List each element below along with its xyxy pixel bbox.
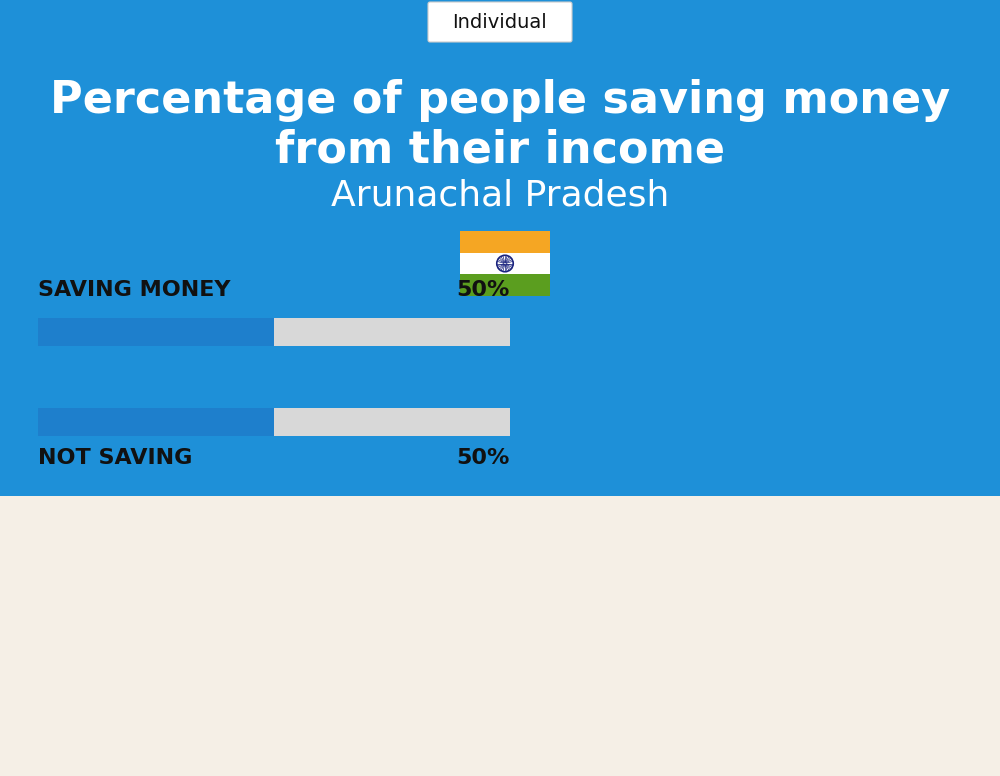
Text: 50%: 50% bbox=[457, 280, 510, 300]
Bar bbox=[460, 231, 550, 253]
Bar bbox=[0, 0, 1000, 496]
Bar bbox=[460, 275, 550, 296]
Text: from their income: from their income bbox=[275, 129, 725, 171]
Text: Arunachal Pradesh: Arunachal Pradesh bbox=[331, 179, 669, 213]
Bar bbox=[38, 408, 274, 436]
Text: NOT SAVING: NOT SAVING bbox=[38, 448, 192, 468]
Text: SAVING MONEY: SAVING MONEY bbox=[38, 280, 230, 300]
Bar bbox=[460, 253, 550, 275]
Polygon shape bbox=[0, 0, 1000, 446]
Bar bbox=[38, 318, 274, 346]
FancyBboxPatch shape bbox=[428, 2, 572, 42]
Text: Individual: Individual bbox=[453, 12, 547, 32]
Bar bbox=[38, 318, 510, 346]
Bar bbox=[38, 408, 510, 436]
Text: 50%: 50% bbox=[457, 448, 510, 468]
Text: Percentage of people saving money: Percentage of people saving money bbox=[50, 78, 950, 122]
